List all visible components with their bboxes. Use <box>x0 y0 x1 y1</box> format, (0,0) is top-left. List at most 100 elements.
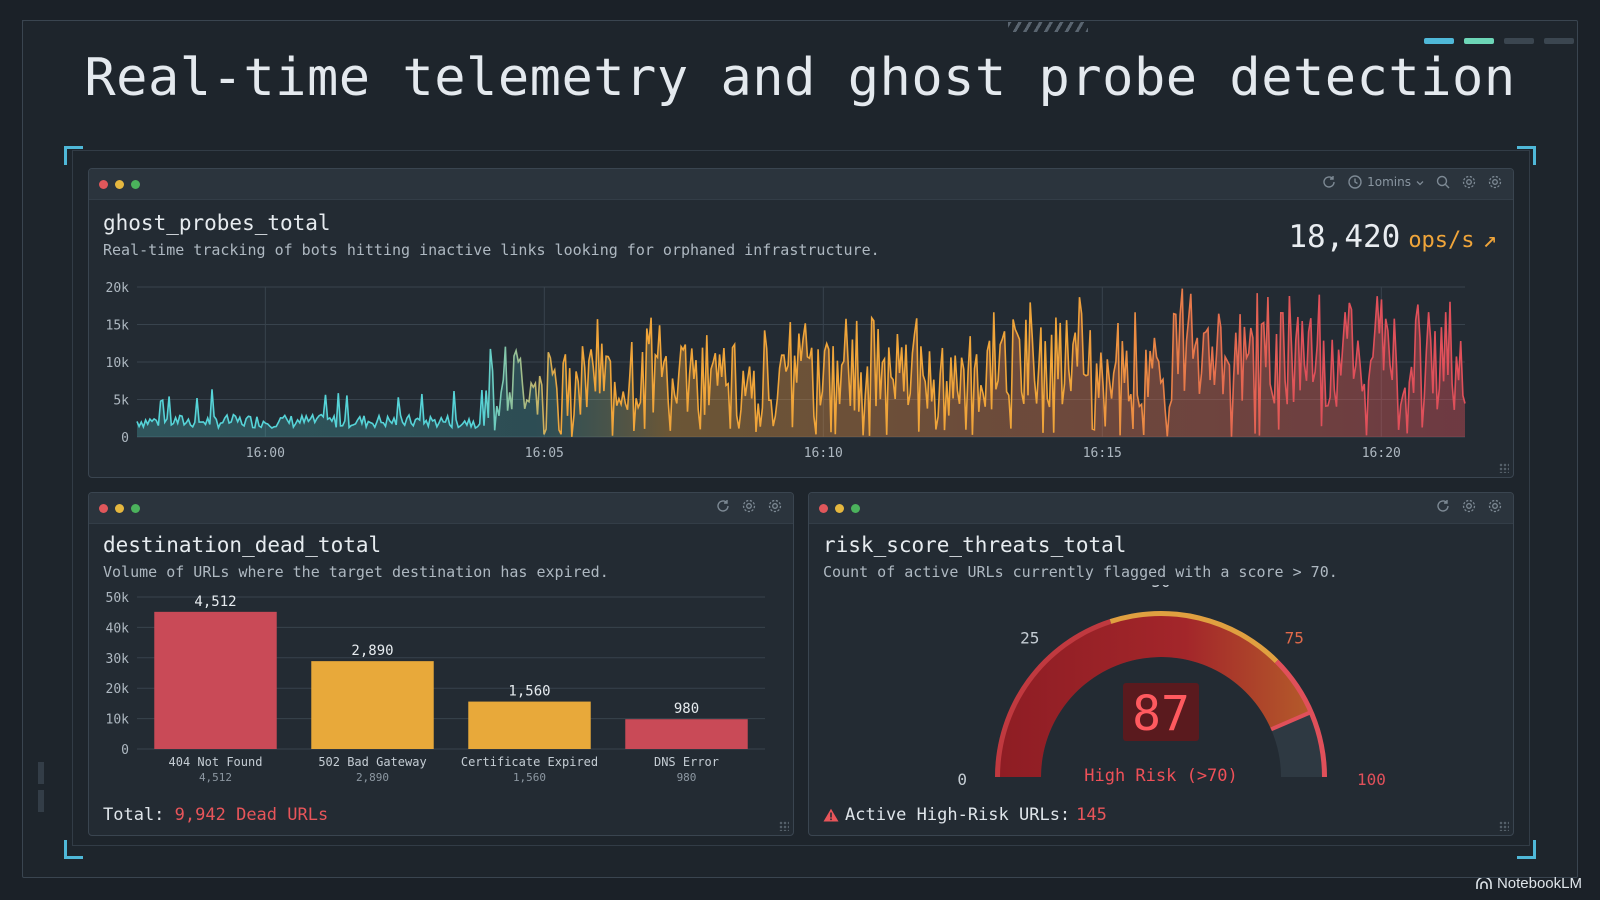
minimize-dot-icon[interactable] <box>115 179 124 189</box>
bar[interactable] <box>311 661 434 749</box>
refresh-icon[interactable] <box>1435 498 1451 514</box>
frame-corner <box>64 840 83 859</box>
gauge-status-label: High Risk (>70) <box>1084 766 1238 786</box>
y-tick-label: 10k <box>106 356 130 371</box>
y-tick-label: 10k <box>106 713 130 728</box>
resize-handle[interactable] <box>1499 821 1509 831</box>
stat-value: 18,420 <box>1288 219 1401 255</box>
window-controls <box>99 179 140 189</box>
x-tick-label: 16:00 <box>246 446 285 461</box>
bar-value-label: 1,560 <box>508 684 550 700</box>
panel-description: Count of active URLs currently flagged w… <box>823 563 1338 581</box>
stat-unit: ops/s <box>1408 228 1475 253</box>
panel-titlebar <box>89 493 793 524</box>
frame-corner <box>1517 146 1536 165</box>
destination-dead-panel: destination_dead_total Volume of URLs wh… <box>88 492 794 836</box>
risk-score-panel: risk_score_threats_total Count of active… <box>808 492 1514 836</box>
y-tick-label: 0 <box>121 743 129 758</box>
side-decoration <box>38 762 44 818</box>
bar[interactable] <box>625 719 748 749</box>
bar-value-label: 980 <box>674 701 699 717</box>
y-tick-label: 30k <box>106 652 130 667</box>
dead-urls-bar-chart: 0 10k 20k 30k 40k 50k 4,512 404 Not Found 4,512 2… <box>106 591 765 784</box>
gauge-tick-label: 25 <box>1020 629 1039 648</box>
panel-titlebar <box>809 493 1513 524</box>
bar[interactable] <box>468 701 591 749</box>
y-tick-label: 20k <box>106 682 130 697</box>
ops-stat: 18,420 ops/s ↗ <box>1288 219 1497 255</box>
y-tick-label: 15k <box>106 319 130 334</box>
gear-icon[interactable] <box>1461 174 1477 190</box>
total-summary: Total: 9,942 Dead URLs <box>103 805 328 825</box>
x-tick-label: 16:10 <box>804 446 843 461</box>
settings-icon[interactable] <box>767 498 783 514</box>
window-controls <box>819 503 860 513</box>
ghost-probes-chart: 0 5k 10k 15k 20k 16:00 16:05 16:10 16:15 16:20 <box>106 281 1466 461</box>
page-title: Real-time telemetry and ghost probe dete… <box>84 48 1516 108</box>
gauge-value-box <box>1123 683 1199 741</box>
trend-up-arrow-icon: ↗ <box>1482 225 1497 253</box>
gear-icon[interactable] <box>741 498 757 514</box>
clock-icon <box>1347 174 1363 190</box>
gauge-tick-label: 0 <box>957 770 967 789</box>
total-label: Total: <box>103 805 165 825</box>
bar-sub-label: 4,512 <box>199 771 232 784</box>
panel-toolbar <box>715 498 783 514</box>
brand-name: NotebookLM <box>1496 875 1582 892</box>
gauge-rim-low <box>995 619 1112 777</box>
bar[interactable] <box>154 611 277 749</box>
resize-handle[interactable] <box>1499 463 1509 473</box>
zoom-icon[interactable] <box>1435 174 1451 190</box>
gauge-needle <box>1270 710 1313 732</box>
brand-watermark: NotebookLM <box>1476 875 1582 892</box>
resize-handle[interactable] <box>779 821 789 831</box>
y-tick-label: 40k <box>106 621 130 636</box>
bar-sub-label: 2,890 <box>356 771 389 784</box>
gauge-rim-high <box>1274 659 1327 777</box>
frame-decoration <box>22 20 592 21</box>
panel-toolbar <box>1435 498 1503 514</box>
bar-sub-label: 980 <box>677 771 697 784</box>
bar-value-label: 4,512 <box>194 594 236 610</box>
refresh-icon[interactable] <box>1321 174 1337 190</box>
x-tick-label: 16:20 <box>1362 446 1401 461</box>
panel-title: risk_score_threats_total <box>823 533 1127 557</box>
bar-sub-label: 1,560 <box>513 771 546 784</box>
y-tick-label: 0 <box>121 431 129 446</box>
panel-description: Real-time tracking of bots hitting inact… <box>103 241 880 259</box>
maximize-dot-icon[interactable] <box>131 503 140 513</box>
close-dot-icon[interactable] <box>99 503 108 513</box>
gear-icon[interactable] <box>1461 498 1477 514</box>
settings-icon[interactable] <box>1487 174 1503 190</box>
high-risk-summary: Active High-Risk URLs: 145 <box>823 805 1107 825</box>
content-frame <box>72 150 1530 846</box>
ghost-probes-panel: 1omins ghost_probes_total Real-time trac… <box>88 168 1514 478</box>
close-dot-icon[interactable] <box>819 503 828 513</box>
settings-icon[interactable] <box>1487 498 1503 514</box>
close-dot-icon[interactable] <box>99 179 108 189</box>
minimize-dot-icon[interactable] <box>115 503 124 513</box>
gauge-rim-mid <box>1109 611 1279 664</box>
y-tick-label: 20k <box>106 281 130 296</box>
frame-corner <box>64 146 83 165</box>
minimize-dot-icon[interactable] <box>835 503 844 513</box>
chevron-down-icon <box>1415 177 1425 187</box>
high-risk-label: Active High-Risk URLs: <box>845 805 1071 825</box>
maximize-dot-icon[interactable] <box>131 179 140 189</box>
panel-titlebar: 1omins <box>89 169 1513 200</box>
y-tick-label: 50k <box>106 591 130 606</box>
maximize-dot-icon[interactable] <box>851 503 860 513</box>
frame-corner <box>1517 840 1536 859</box>
bar-category-label: DNS Error <box>654 755 719 769</box>
panel-title: ghost_probes_total <box>103 211 331 235</box>
gauge-value: 87 <box>1132 686 1190 742</box>
time-range-select[interactable]: 1omins <box>1347 174 1425 190</box>
gauge-tick-label: 100 <box>1357 770 1386 789</box>
gauge-tick-label: 75 <box>1285 629 1304 648</box>
warning-icon <box>823 808 839 822</box>
gauge-value-arc <box>999 615 1310 777</box>
time-range-value: 1omins <box>1367 175 1411 189</box>
gauge-tick-label: 50 <box>1151 585 1170 591</box>
panel-title: destination_dead_total <box>103 533 382 557</box>
refresh-icon[interactable] <box>715 498 731 514</box>
